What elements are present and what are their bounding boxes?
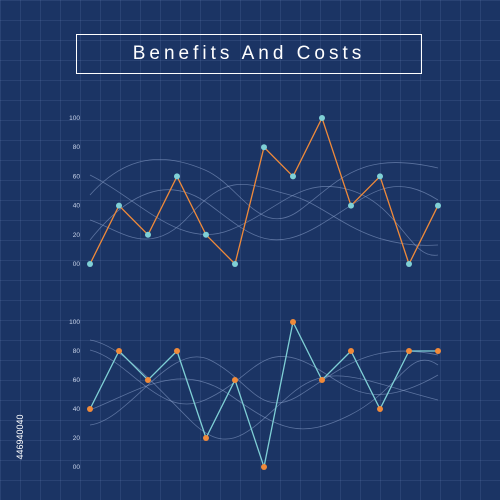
data-point — [203, 435, 209, 441]
data-point — [87, 261, 93, 267]
background-curve — [89, 174, 439, 256]
data-point — [406, 261, 412, 267]
data-point — [261, 144, 267, 151]
data-point — [232, 377, 238, 383]
data-point — [261, 464, 267, 470]
data-point — [145, 231, 151, 238]
watermark-id: 446940040 — [15, 414, 25, 460]
background-curve — [89, 158, 439, 220]
y-tick-label: 40 — [73, 406, 81, 413]
data-point — [319, 115, 325, 121]
background-curve — [89, 349, 439, 405]
y-tick-label: 100 — [69, 319, 80, 326]
data-point — [116, 202, 122, 209]
background-curve — [89, 186, 439, 241]
title-box: Benefits And Costs — [76, 34, 422, 74]
y-tick-label: 20 — [73, 232, 81, 239]
data-point — [319, 377, 325, 383]
data-point — [203, 231, 209, 238]
background-curve — [89, 359, 439, 430]
data-point — [348, 348, 354, 354]
data-point — [377, 406, 383, 412]
y-tick-label: 60 — [73, 173, 81, 180]
chart-bottom: 100 80 60 40 20 00 — [69, 319, 441, 471]
background-curve — [89, 183, 439, 246]
y-tick-label: 20 — [73, 435, 81, 442]
data-point — [290, 173, 296, 180]
page-title: Benefits And Costs — [132, 43, 366, 64]
y-tick-label: 00 — [73, 261, 81, 268]
data-point — [116, 348, 122, 354]
data-point — [232, 261, 238, 267]
y-tick-label: 60 — [73, 377, 81, 384]
series-line — [89, 116, 439, 266]
y-tick-label: 80 — [73, 144, 81, 151]
y-tick-label: 00 — [73, 464, 81, 471]
data-point — [435, 348, 441, 354]
data-point — [435, 202, 441, 209]
y-tick-label: 100 — [69, 115, 80, 122]
data-point — [377, 173, 383, 180]
y-tick-label: 80 — [73, 348, 81, 355]
data-point — [406, 348, 412, 354]
data-point — [87, 406, 93, 412]
data-point — [174, 173, 180, 180]
data-point — [145, 377, 151, 383]
background-curve — [89, 350, 439, 426]
background-curve — [89, 339, 439, 440]
series-line — [89, 320, 438, 470]
data-point — [174, 348, 180, 354]
chart-top: 100 80 60 40 20 00 — [69, 115, 441, 268]
y-tick-label: 40 — [73, 203, 81, 210]
data-point — [290, 319, 296, 325]
data-point — [348, 202, 354, 209]
